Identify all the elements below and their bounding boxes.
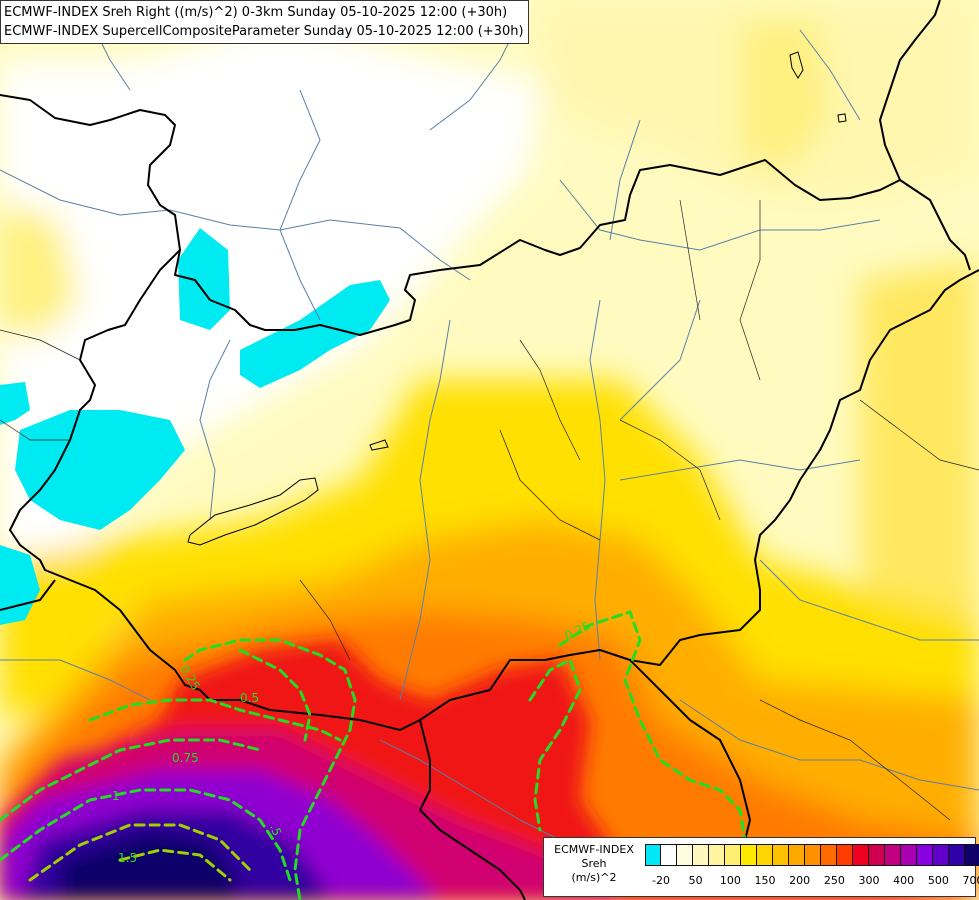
legend-tick-label: 100 bbox=[719, 874, 741, 887]
legend-swatch bbox=[933, 844, 949, 866]
legend-tick-label: 200 bbox=[789, 874, 811, 887]
contour-label: .5 bbox=[267, 822, 284, 838]
legend-tick-label: 250 bbox=[823, 874, 845, 887]
legend-swatch bbox=[741, 844, 757, 866]
legend-swatch bbox=[725, 844, 741, 866]
legend-swatch bbox=[869, 844, 885, 866]
legend-tick-label: 500 bbox=[927, 874, 949, 887]
legend-tick-label: 400 bbox=[893, 874, 915, 887]
legend-swatch bbox=[965, 844, 979, 866]
legend-swatch bbox=[789, 844, 805, 866]
contour-label: 1.5 bbox=[118, 851, 137, 865]
legend-swatch bbox=[693, 844, 709, 866]
contour-label: 0.75 bbox=[172, 751, 199, 765]
legend-tick-label: 150 bbox=[754, 874, 776, 887]
legend-swatches bbox=[645, 844, 979, 866]
legend-title-unit: (m/s)^2 bbox=[571, 871, 617, 884]
legend-swatch bbox=[773, 844, 789, 866]
legend-swatch bbox=[901, 844, 917, 866]
scp-contours bbox=[0, 610, 747, 900]
lakes bbox=[187, 51, 847, 546]
map-title-scp: ECMWF-INDEX SupercellCompositeParameter … bbox=[4, 24, 524, 39]
legend-tick-label: 50 bbox=[688, 874, 703, 887]
legend-swatch bbox=[677, 844, 693, 866]
contour-label: 0.5 bbox=[240, 691, 259, 705]
legend-swatch bbox=[949, 844, 965, 866]
legend-swatch bbox=[661, 844, 677, 866]
map-title-box: ECMWF-INDEX Sreh Right ((m/s)^2) 0-3km S… bbox=[0, 0, 529, 44]
legend-ticks: -20 50 100 150 200 250 300 400 500 700 bbox=[645, 874, 979, 890]
legend-title: ECMWF-INDEX Sreh (m/s)^2 bbox=[550, 843, 638, 885]
map-title-sreh: ECMWF-INDEX Sreh Right ((m/s)^2) 0-3km S… bbox=[4, 5, 508, 20]
legend-title-model: ECMWF-INDEX bbox=[554, 843, 634, 856]
legend-swatch bbox=[645, 844, 661, 866]
color-legend: ECMWF-INDEX Sreh (m/s)^2 -20 50 100 150 200 2… bbox=[543, 837, 979, 897]
rivers bbox=[0, 19, 979, 841]
legend-swatch bbox=[805, 844, 821, 866]
legend-swatch bbox=[853, 844, 869, 866]
legend-swatch bbox=[837, 844, 853, 866]
region-borders bbox=[0, 199, 979, 821]
legend-swatch bbox=[821, 844, 837, 866]
legend-swatch bbox=[709, 844, 725, 866]
legend-title-param: Sreh bbox=[581, 857, 607, 870]
legend-tick-label: 300 bbox=[858, 874, 880, 887]
legend-tick-label: 700 bbox=[962, 874, 979, 887]
contour-label: 1 bbox=[112, 789, 120, 803]
legend-swatch bbox=[885, 844, 901, 866]
legend-swatch bbox=[757, 844, 773, 866]
legend-swatch bbox=[917, 844, 933, 866]
legend-tick-label: -20 bbox=[652, 874, 670, 887]
sreh-shading-high bbox=[0, 640, 979, 900]
